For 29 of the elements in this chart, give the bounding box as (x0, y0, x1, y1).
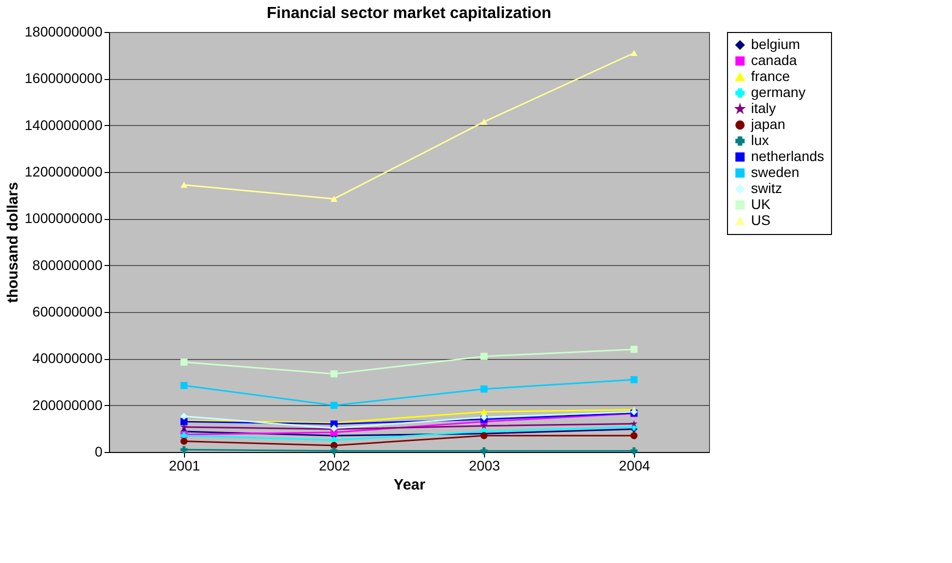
y-tick-label: 1000000000 (24, 210, 103, 226)
y-tick-label: 1400000000 (24, 116, 103, 133)
x-tick-label: 2004 (618, 458, 650, 474)
y-tick-label: 1200000000 (24, 164, 103, 180)
y-tick-label: 200000000 (32, 396, 103, 413)
legend-label: US (751, 212, 770, 228)
y-tick-label: 0 (94, 444, 103, 460)
y-tick-label: 1800000000 (24, 24, 103, 40)
y-axis-title: thousand dollars (4, 182, 22, 303)
y-tick-label: 800000000 (32, 256, 103, 273)
x-tick-label: 2003 (468, 458, 500, 474)
legend-label: lux (751, 132, 769, 148)
legend-label: netherlands (751, 148, 824, 164)
y-tick-label: 600000000 (32, 304, 103, 320)
legend-label: france (751, 68, 790, 84)
legend-label: italy (751, 100, 776, 116)
legend-label: japan (750, 116, 786, 132)
y-tick-label: 1600000000 (24, 70, 103, 86)
x-tick-label: 2002 (318, 458, 350, 474)
y-tick-label: 400000000 (32, 350, 103, 366)
x-axis-title: Year (394, 476, 426, 494)
legend-label: canada (751, 52, 798, 68)
legend-label: sweden (751, 164, 800, 180)
chart-title: Financial sector market capitalization (266, 5, 552, 22)
x-tick-label: 2001 (168, 458, 200, 474)
legend-label: UK (751, 196, 772, 212)
legend-label: belgium (751, 36, 800, 52)
legend-label: germany (751, 84, 806, 100)
legend-label: switz (751, 180, 782, 196)
